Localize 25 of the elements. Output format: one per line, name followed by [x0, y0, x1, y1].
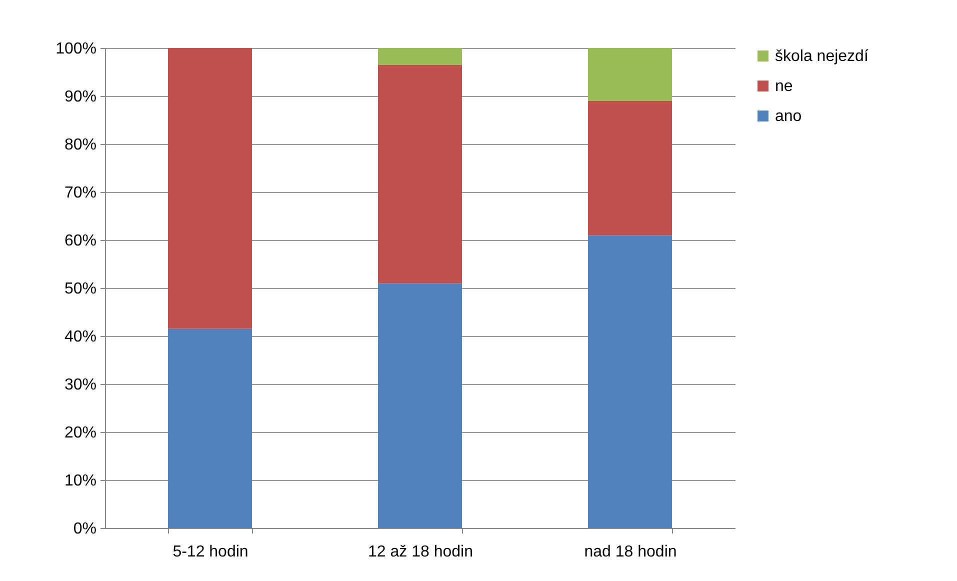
y-tick-label: 10%: [64, 472, 96, 490]
bar: [588, 235, 672, 528]
bar: [588, 48, 672, 101]
legend-label: ne: [775, 78, 793, 95]
legend-label: škola nejezdí: [775, 48, 869, 65]
bar: [378, 283, 462, 528]
y-tick-label: 20%: [64, 424, 96, 442]
y-tick-label: 70%: [64, 184, 96, 202]
bar: [588, 100, 672, 236]
y-tick-label: 90%: [64, 88, 96, 106]
x-tick-label: 5-12 hodin: [172, 544, 248, 560]
y-tick-label: 50%: [64, 280, 96, 298]
bar: [168, 328, 252, 528]
legend-label: ano: [775, 108, 802, 125]
y-tick-label: 0%: [73, 520, 96, 538]
y-tick-label: 100%: [56, 40, 96, 58]
x-tick-label: 12 až 18 hodin: [368, 544, 473, 560]
y-tick-label: 60%: [64, 232, 96, 250]
bar: [378, 48, 462, 65]
x-tick-label: nad 18 hodin: [584, 544, 677, 560]
y-tick-label: 40%: [64, 328, 96, 346]
y-tick-label: 80%: [64, 136, 96, 154]
bar: [168, 48, 252, 329]
y-tick-label: 30%: [64, 376, 96, 394]
bar: [378, 64, 462, 284]
